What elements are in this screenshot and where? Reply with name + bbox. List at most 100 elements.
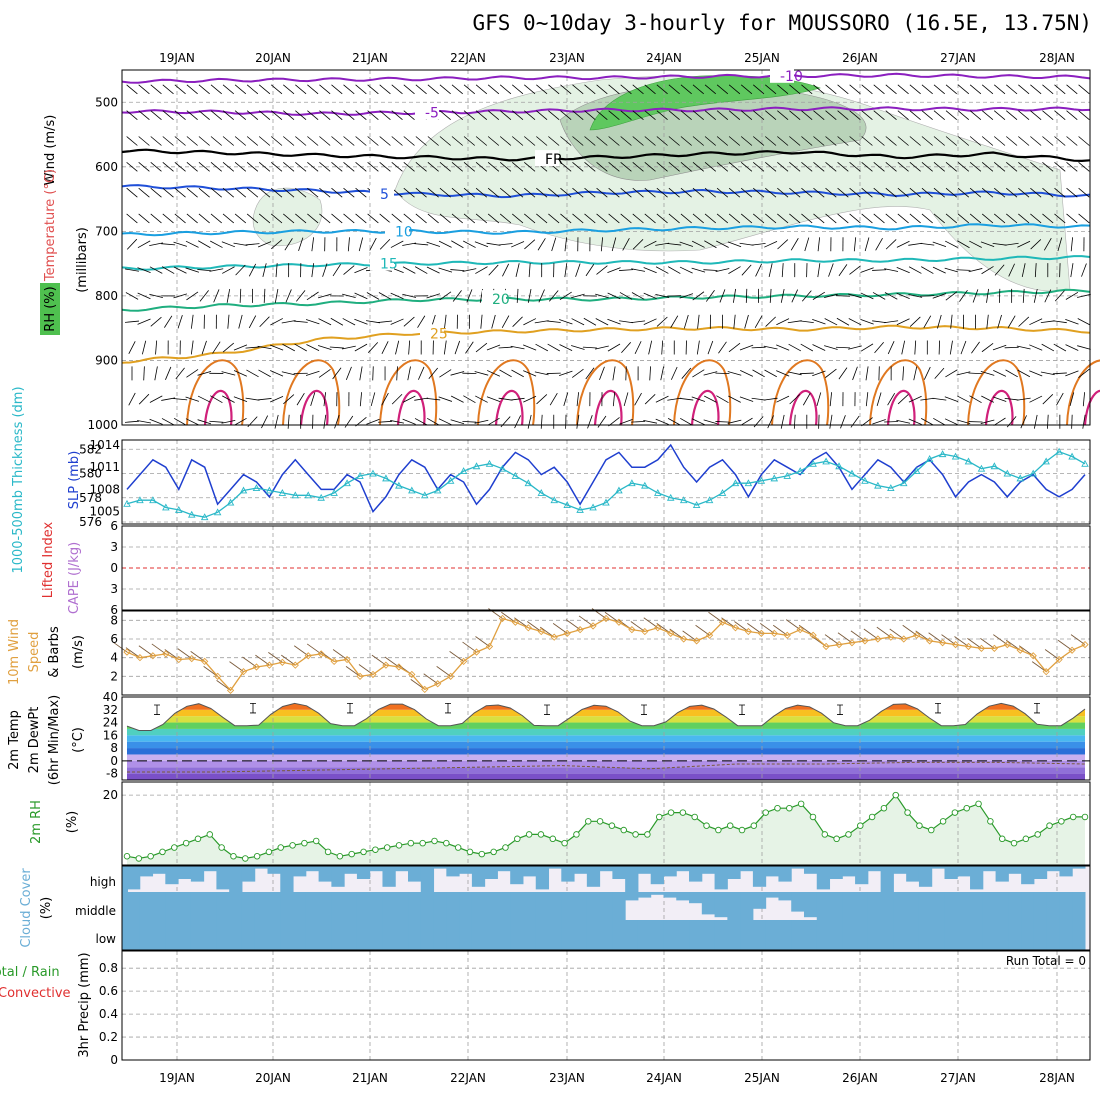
wind-barb (828, 263, 834, 277)
thickness-point (343, 479, 351, 487)
wind-barb (439, 136, 451, 146)
wind-barb (776, 395, 790, 403)
cloud-bar-low (459, 920, 473, 950)
wind-barb (825, 136, 837, 146)
cloud-bar-high (484, 866, 498, 879)
date-label-bottom: 26JAN (842, 1071, 878, 1085)
wind-barb (234, 136, 247, 146)
isotherm-label-bg (370, 184, 394, 201)
wind-barb (812, 319, 826, 325)
thickness-point (200, 513, 209, 521)
wind-barb (439, 84, 451, 95)
wind-barb (124, 320, 140, 323)
wind-barb (1066, 84, 1078, 95)
cloud-layer-label: high (90, 875, 116, 889)
tick-precip: 0.2 (99, 1030, 118, 1044)
wind-barb (263, 288, 266, 303)
wind-barb (727, 241, 742, 248)
wind-barb (620, 110, 632, 120)
wind-barb (275, 263, 278, 278)
wind-barb (536, 187, 548, 198)
wind-barb (1018, 136, 1030, 146)
wind10-barb (527, 621, 542, 632)
cloud-bar-high (395, 866, 409, 872)
date-label-bottom: 20JAN (255, 1071, 291, 1085)
wind-barb (1069, 392, 1075, 407)
date-label-top: 22JAN (450, 51, 486, 65)
wind-barb (1078, 162, 1090, 172)
wind-barb (680, 84, 692, 95)
cloud-bar-low (650, 920, 664, 950)
panel-frame-pr (121, 950, 1091, 1061)
wind-barb (1077, 318, 1091, 326)
wind-barb (402, 293, 417, 298)
wind-barb (502, 263, 510, 277)
wind-barb (391, 393, 403, 405)
wind10-point (382, 661, 390, 669)
wind-barb (896, 292, 910, 299)
wind-barb (524, 136, 536, 146)
cloud-bar-middle (229, 892, 243, 920)
wind-barb (319, 187, 331, 198)
wind-barb (992, 344, 1007, 351)
wind-barb (656, 187, 668, 198)
thickness-point (472, 462, 481, 470)
wind-barb (872, 269, 887, 271)
wind-barb (909, 316, 921, 327)
wind-barb (945, 84, 958, 95)
wind-barb (1006, 162, 1018, 172)
cloud-bar-middle (1021, 892, 1035, 920)
wind-barb (837, 162, 849, 172)
wind-barb (632, 136, 644, 146)
thickness-point (511, 471, 520, 479)
wind-barb (347, 237, 350, 252)
wind-barb (426, 293, 441, 299)
wind-barb (138, 162, 150, 172)
wind-barb (209, 268, 224, 272)
rh-point (135, 855, 143, 862)
wind-barb (896, 419, 911, 424)
cloud-bar-middle (676, 892, 690, 901)
isotherm-label-bg (535, 150, 559, 167)
isotherm-label-15: 15 (380, 257, 398, 273)
thickness-point (770, 474, 779, 482)
wind-barb (319, 213, 331, 224)
cloud-bar-low (906, 920, 920, 950)
wind-barb (408, 340, 411, 355)
rh-point (620, 826, 627, 834)
wind-barb (258, 110, 271, 120)
wind-barb (1029, 344, 1043, 351)
wind-barb (222, 266, 235, 274)
wind-barb (571, 345, 585, 350)
wind-barb (311, 237, 315, 252)
wind-barb (790, 238, 799, 251)
rh-point (171, 844, 178, 851)
wind-barb (944, 240, 958, 248)
wind-barb (1043, 238, 1052, 251)
wind-barb (149, 293, 163, 298)
wind-barb (1065, 318, 1079, 325)
wind-barb (296, 290, 306, 302)
wind-barb (331, 84, 343, 95)
tick-slp: 1005 (89, 505, 120, 519)
wind-barb (427, 187, 439, 198)
wind-barb (391, 213, 403, 224)
wind-barb (596, 162, 608, 172)
wind-barb (198, 162, 210, 172)
wind-barb (298, 237, 304, 252)
wind-barb (764, 369, 777, 378)
wind-barb (914, 340, 917, 355)
tick-thickness: 582 (79, 442, 102, 456)
wind-barb (150, 162, 162, 172)
wind-barb (198, 213, 210, 224)
date-label-bottom: 22JAN (450, 1071, 486, 1085)
wind10-point (1029, 652, 1037, 660)
wind-barb (1042, 213, 1054, 224)
wind-barb (306, 344, 320, 351)
wind-barb (921, 162, 933, 172)
wind10-point (874, 635, 882, 643)
wind10-point (524, 624, 532, 632)
wind-barb (993, 417, 1006, 426)
wind-barb (295, 213, 307, 224)
wind-barb (197, 371, 212, 376)
